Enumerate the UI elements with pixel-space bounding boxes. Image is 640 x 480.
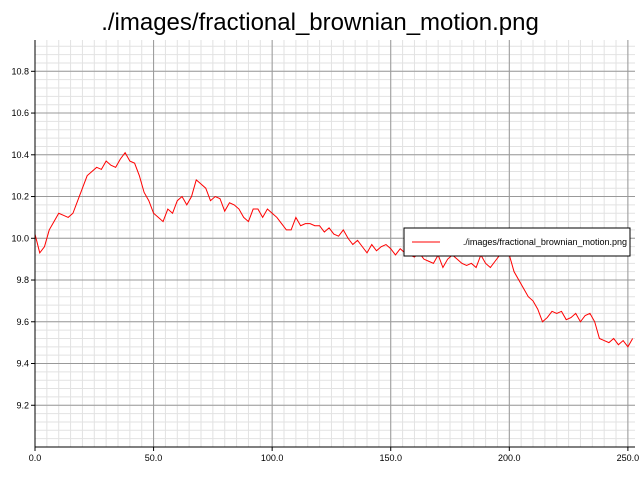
x-tick-label: 250.0: [617, 453, 640, 463]
axes: [31, 40, 635, 451]
y-tick-label: 10.6: [11, 108, 29, 118]
x-tick-label: 0.0: [29, 453, 42, 463]
x-tick-labels: 0.0 50.0 100.0 150.0 200.0 250.0: [29, 453, 639, 463]
y-tick-label: 10.4: [11, 150, 29, 160]
chart-title: ./images/fractional_brownian_motion.png: [101, 9, 539, 36]
legend: ./images/fractional_brownian_motion.png: [403, 227, 631, 257]
y-tick-labels: 9.2 9.4 9.6 9.8 10.0 10.2 10.4 10.6 10.8: [11, 66, 29, 410]
x-tick-label: 100.0: [261, 453, 284, 463]
minor-grid: [34, 40, 635, 448]
y-tick-label: 9.4: [16, 359, 29, 369]
legend-label: ./images/fractional_brownian_motion.png: [463, 237, 627, 247]
y-tick-label: 10.2: [11, 192, 29, 202]
x-tick-label: 150.0: [379, 453, 402, 463]
x-tick-label: 50.0: [145, 453, 163, 463]
y-tick-label: 9.6: [16, 317, 29, 327]
x-tick-label: 200.0: [498, 453, 521, 463]
series-line-group: [34, 151, 634, 348]
y-tick-label: 10.0: [11, 233, 29, 243]
series-line: [34, 151, 634, 348]
y-tick-label: 9.2: [16, 400, 29, 410]
y-tick-label: 9.8: [16, 275, 29, 285]
y-tick-label: 10.8: [11, 66, 29, 76]
legend-box: [403, 227, 631, 257]
